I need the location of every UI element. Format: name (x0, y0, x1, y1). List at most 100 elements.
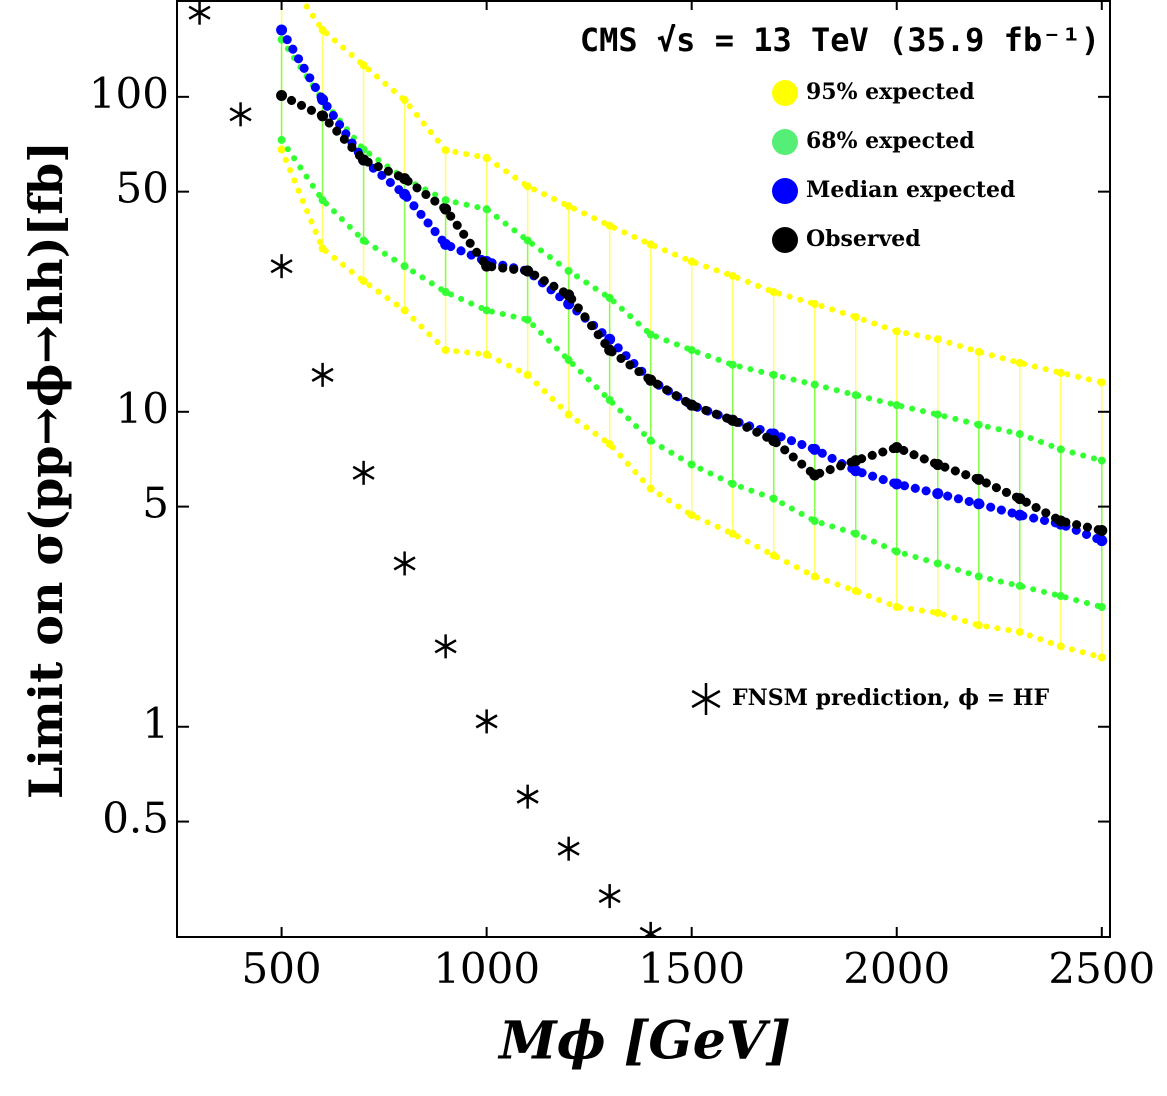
data-point (1014, 493, 1026, 505)
data-point (1015, 581, 1024, 590)
data-point (1015, 430, 1024, 439)
data-point (687, 460, 696, 469)
legend-label: 95% expected (806, 79, 975, 105)
data-point (277, 135, 286, 144)
data-point (359, 61, 368, 70)
y-tick-label: 5 (142, 479, 169, 528)
legend: 95% expected 68% expected Median expected O… (691, 79, 1049, 715)
data-point (1056, 368, 1065, 377)
data-point (810, 380, 819, 389)
data-point (564, 202, 573, 211)
x-tick-label: 500 (241, 944, 321, 993)
data-point (646, 484, 655, 493)
legend-swatch (772, 129, 798, 155)
data-point (400, 262, 409, 271)
plot-area (188, 0, 1108, 937)
data-point (318, 244, 327, 253)
x-tick-label: 1000 (433, 944, 540, 993)
data-point (605, 396, 614, 405)
data-point (728, 529, 737, 538)
data-point (482, 306, 491, 315)
data-point (892, 327, 901, 336)
data-point (728, 479, 737, 488)
data-point (318, 196, 327, 205)
data-point (1097, 378, 1106, 387)
x-tick-label: 2000 (843, 944, 950, 993)
data-point (810, 299, 819, 308)
data-point (1097, 456, 1106, 465)
data-point (441, 288, 450, 297)
data-point (1056, 592, 1065, 601)
data-point (1055, 515, 1067, 527)
y-tick-label: 0.5 (102, 794, 169, 843)
x-tick-label: 2500 (1048, 944, 1155, 993)
y-tick-label: 10 (116, 384, 169, 433)
frame (176, 0, 1111, 938)
data-point (604, 344, 616, 356)
data-point (605, 293, 614, 302)
star-marker (557, 836, 580, 861)
data-point (440, 238, 452, 250)
legend-label: Median expected (806, 177, 1015, 203)
data-point (973, 498, 985, 510)
data-point (850, 465, 862, 477)
data-point (809, 443, 821, 455)
data-point (400, 96, 409, 105)
data-point (1015, 627, 1024, 636)
data-point (359, 236, 368, 245)
data-point (851, 586, 860, 595)
data-point (523, 236, 532, 245)
y-tick-label: 50 (116, 164, 169, 213)
data-point (974, 347, 983, 356)
data-point (851, 529, 860, 538)
data-point (482, 205, 491, 214)
data-point (441, 146, 450, 155)
legend-swatch (772, 80, 798, 106)
data-point (276, 24, 288, 36)
data-point (1097, 653, 1106, 662)
data-point (850, 455, 862, 467)
data-point (851, 312, 860, 321)
data-point (1097, 603, 1106, 612)
data-point (317, 94, 329, 106)
data-point (563, 289, 575, 301)
data-point (646, 240, 655, 249)
data-point (1056, 642, 1065, 651)
data-point (399, 188, 411, 200)
series-line (298, 0, 1105, 386)
data-point (973, 473, 985, 485)
star-marker (691, 683, 721, 715)
legend-swatch (772, 178, 798, 204)
data-point (1096, 535, 1108, 547)
data-point (441, 346, 450, 355)
data-point (686, 399, 698, 411)
data-point (564, 266, 573, 275)
data-point (399, 173, 411, 185)
data-point (358, 154, 370, 166)
data-point (481, 260, 493, 272)
data-point (769, 370, 778, 379)
data-point (441, 196, 450, 205)
star-marker (229, 102, 252, 127)
data-point (687, 346, 696, 355)
data-point (769, 551, 778, 560)
data-point (687, 511, 696, 520)
data-point (851, 391, 860, 400)
data-point (933, 608, 942, 617)
star-marker (598, 884, 621, 909)
data-point (974, 572, 983, 581)
legend-label: FNSM prediction, ϕ = HF (732, 685, 1049, 711)
data-point (482, 153, 491, 162)
data-point (933, 335, 942, 344)
legend-label: 68% expected (806, 128, 975, 154)
star-marker (434, 634, 457, 659)
data-point (522, 265, 534, 277)
data-point (1056, 445, 1065, 454)
data-point (1014, 509, 1026, 521)
data-point (482, 350, 491, 359)
star-marker (393, 551, 416, 576)
data-point (359, 277, 368, 286)
data-point (932, 459, 944, 471)
data-point (892, 603, 901, 612)
data-point (400, 306, 409, 315)
